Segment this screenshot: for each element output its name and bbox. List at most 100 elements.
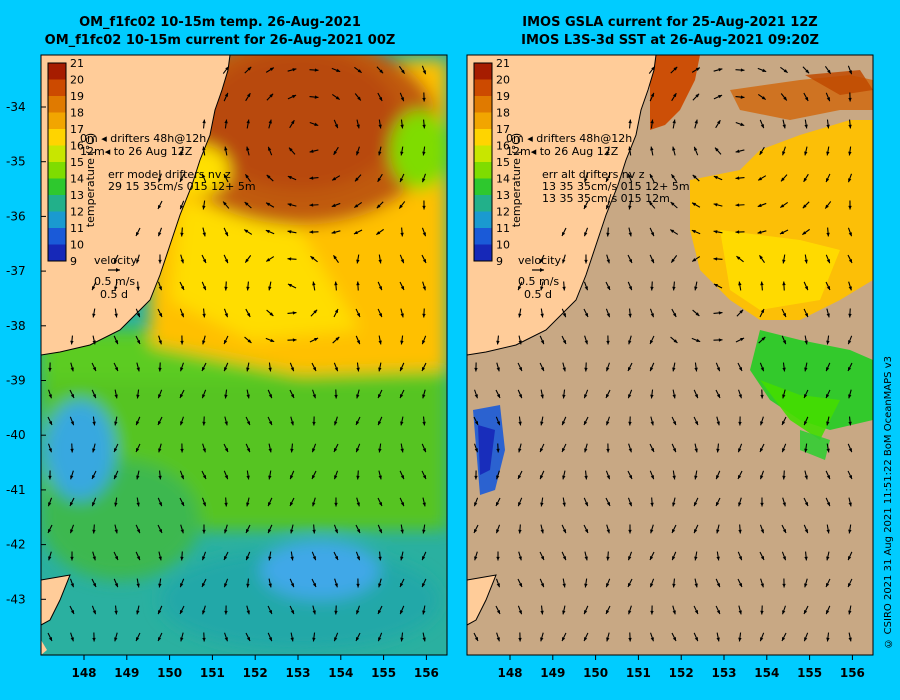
y-tick-label: -37	[6, 264, 26, 278]
velocity-arrow-head	[650, 637, 654, 642]
velocity-arrow-head	[334, 367, 338, 372]
credit-text: © CSIRO 2021 31 Aug 2021 11:51:22 BoM Oc…	[883, 355, 894, 649]
velocity-arrow-head	[562, 448, 566, 453]
velocity-arrow-head	[422, 583, 426, 588]
velocity-arrow-head	[356, 448, 360, 453]
velocity-arrow-head	[356, 610, 360, 615]
velocity-arrow-head	[804, 448, 808, 453]
velocity-arrow-head	[694, 448, 698, 453]
velocity-arrow-head	[650, 583, 654, 588]
velocity-arrow-head	[650, 529, 654, 534]
velocity-arrow-head	[158, 394, 162, 399]
velocity-arrow-head	[540, 448, 544, 453]
velocity-arrow-head	[378, 124, 382, 129]
velocity-arrow-head	[518, 421, 522, 426]
left-velocity-value: 0.5 m/s	[94, 275, 135, 288]
velocity-arrow-head	[378, 340, 382, 345]
x-tick-label: 156	[840, 666, 865, 680]
velocity-arrow-head	[759, 448, 764, 453]
velocity-arrow-head	[268, 475, 272, 480]
velocity-arrow-head	[202, 421, 206, 426]
velocity-arrow-head	[70, 421, 74, 426]
velocity-arrow-head	[136, 394, 140, 399]
velocity-arrow-head	[848, 232, 852, 237]
velocity-arrow-head	[826, 97, 830, 102]
velocity-arrow-head	[422, 205, 426, 210]
velocity-arrow-head	[202, 119, 206, 124]
velocity-arrow-head	[740, 95, 745, 99]
velocity-arrow-head	[378, 151, 382, 156]
velocity-arrow-head	[584, 259, 588, 264]
velocity-arrow-head	[628, 146, 632, 151]
velocity-arrow-head	[782, 394, 786, 399]
velocity-arrow-head	[782, 529, 787, 534]
velocity-arrow-head	[268, 529, 272, 534]
velocity-arrow-head	[202, 475, 207, 480]
velocity-arrow-head	[422, 124, 426, 129]
velocity-arrow-head	[92, 502, 96, 507]
velocity-arrow-head	[114, 529, 118, 534]
velocity-arrow-head	[136, 421, 140, 426]
velocity-arrow-head	[760, 637, 764, 642]
velocity-arrow-head	[804, 475, 808, 480]
velocity-arrow-head	[826, 556, 830, 561]
velocity-arrow-head	[628, 556, 632, 561]
velocity-arrow-head	[354, 204, 359, 208]
velocity-arrow-head	[718, 311, 723, 315]
velocity-arrow-head	[692, 258, 697, 262]
velocity-arrow-head	[114, 583, 118, 588]
velocity-arrow-head	[782, 583, 786, 588]
velocity-arrow-head	[202, 259, 206, 264]
velocity-arrow-head	[400, 178, 404, 183]
velocity-arrow-head	[378, 637, 382, 642]
velocity-arrow-head	[47, 529, 52, 534]
velocity-arrow-head	[848, 313, 852, 318]
velocity-arrow-head	[378, 529, 382, 534]
velocity-arrow-head	[422, 475, 426, 480]
velocity-arrow-head	[694, 421, 698, 426]
velocity-arrow-head	[804, 313, 808, 318]
right-err-1: err alt drifters nv z	[542, 168, 645, 181]
velocity-arrow-head	[92, 637, 96, 642]
velocity-arrow-head	[737, 475, 742, 480]
velocity-arrow-head	[540, 286, 544, 291]
velocity-arrow-head	[268, 146, 272, 151]
velocity-arrow-head	[314, 122, 319, 126]
velocity-arrow-head	[201, 583, 206, 588]
colorbar-tick: 10	[70, 239, 84, 252]
velocity-arrow-head	[562, 421, 566, 426]
velocity-arrow-head	[760, 475, 764, 480]
velocity-arrow-head	[266, 202, 271, 207]
velocity-arrow-head	[356, 394, 360, 399]
y-tick-label: -38	[6, 319, 26, 333]
velocity-arrow-head	[202, 205, 206, 210]
velocity-arrow-head	[718, 95, 723, 99]
velocity-arrow-head	[223, 201, 227, 206]
velocity-arrow-head	[400, 313, 404, 318]
velocity-arrow-head	[540, 475, 544, 480]
velocity-arrow-head	[718, 338, 723, 342]
velocity-arrow-head	[606, 259, 610, 264]
velocity-arrow-head	[562, 583, 566, 588]
velocity-arrow-head	[224, 529, 228, 534]
velocity-arrow-head	[292, 311, 297, 315]
right-legend-drifters-2: 12m◂ to 26 Aug 12Z	[506, 145, 619, 158]
velocity-arrow-head	[762, 68, 767, 72]
velocity-arrow-head	[312, 637, 316, 642]
velocity-arrow-head	[400, 637, 404, 642]
velocity-arrow-head	[114, 448, 118, 453]
velocity-arrow-head	[313, 309, 318, 314]
velocity-arrow-head	[48, 502, 52, 507]
velocity-arrow-head	[518, 367, 522, 372]
colorbar-tick: 9	[70, 255, 77, 268]
velocity-arrow-head	[48, 367, 52, 372]
left-err-1: err model drifters nv z	[108, 168, 231, 181]
x-tick-label: 148	[497, 666, 522, 680]
velocity-arrow-head	[848, 178, 852, 183]
x-tick-label: 149	[114, 666, 139, 680]
velocity-arrow-head	[202, 340, 206, 345]
y-tick-label: -34	[6, 100, 26, 114]
y-tick-label: -39	[6, 374, 26, 388]
velocity-arrow-head	[518, 394, 522, 399]
colorbar-tick: 12	[496, 206, 510, 219]
